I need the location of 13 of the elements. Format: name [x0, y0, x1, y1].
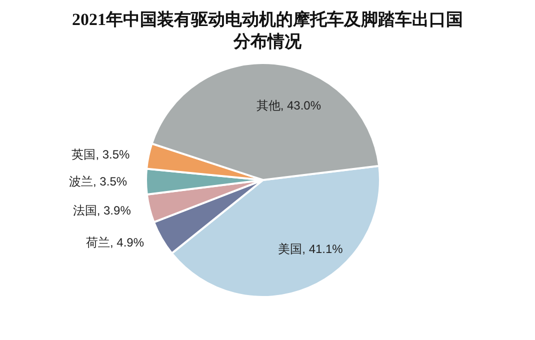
data-label: , 4.9%	[110, 235, 144, 250]
slice-label: 荷兰	[86, 235, 110, 250]
slice-label: 法国	[72, 204, 97, 218]
slice-label: 其他	[256, 98, 280, 112]
data-label: , 41.1%	[302, 242, 344, 256]
chart-title: 2021年中国装有驱动电动机的摩托车及脚踏车出口国分布情况	[72, 10, 463, 51]
slice-label: 波兰	[69, 174, 94, 189]
slice-label: 英国	[72, 147, 96, 162]
data-label: , 3.5%	[93, 174, 128, 189]
data-label: , 3.9%	[96, 204, 132, 218]
slice-label: 美国	[278, 242, 302, 256]
data-label: , 43.0%	[280, 98, 322, 112]
data-label: , 3.5%	[96, 147, 130, 162]
